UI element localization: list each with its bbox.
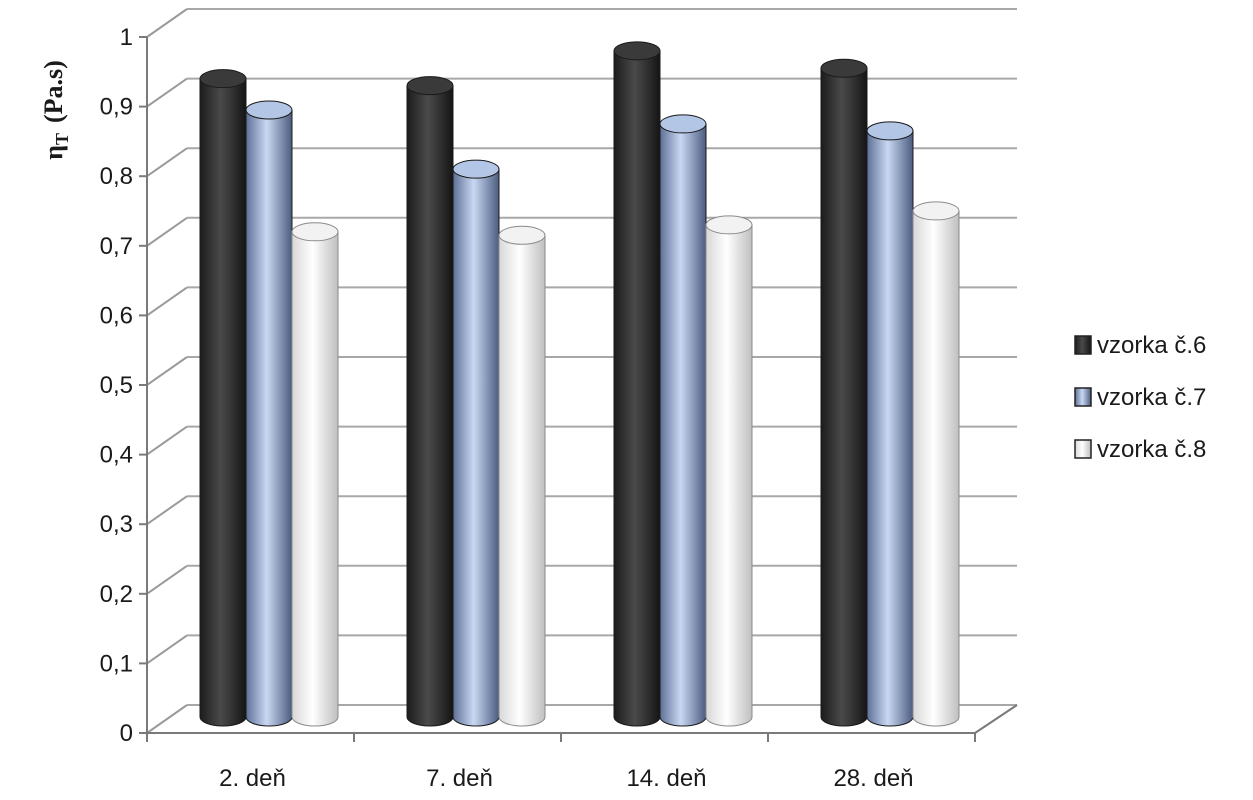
bar-cap bbox=[498, 225, 546, 245]
bar-cap bbox=[866, 121, 914, 141]
bar bbox=[705, 215, 753, 727]
bar bbox=[452, 159, 500, 727]
bar-body bbox=[866, 130, 914, 727]
bar bbox=[659, 114, 707, 727]
y-axis-label: ηT (Pa.s) bbox=[39, 60, 72, 160]
bar-body bbox=[613, 50, 661, 727]
bar-cap bbox=[820, 58, 868, 78]
bar-body bbox=[820, 67, 868, 727]
bar bbox=[613, 41, 661, 727]
legend-swatch bbox=[1074, 439, 1092, 459]
gridline-diagonal bbox=[146, 634, 188, 665]
bar-body bbox=[705, 224, 753, 727]
bar bbox=[820, 58, 868, 727]
y-tick-label: 0,8 bbox=[100, 163, 133, 190]
legend-swatch bbox=[1074, 335, 1092, 355]
labels: 0 0,1 0,2 0,3 0,4 0,5 0,6 0,7 0,8 0,9 1 2. deň 7. de… bbox=[100, 24, 914, 792]
bars bbox=[199, 41, 960, 727]
gridline-diagonal bbox=[146, 495, 188, 526]
y-tick-label: 0,7 bbox=[100, 233, 133, 260]
x-tick-label: 2. deň bbox=[219, 765, 286, 792]
bar bbox=[291, 222, 339, 727]
bar-cap bbox=[245, 100, 293, 120]
y-tick-label: 1 bbox=[120, 24, 133, 51]
bar-body bbox=[659, 123, 707, 727]
bar-cap bbox=[912, 201, 960, 221]
bar bbox=[912, 201, 960, 727]
y-tick-label: 0,3 bbox=[100, 511, 133, 538]
bar-body bbox=[291, 231, 339, 727]
gridline-diagonal bbox=[146, 8, 188, 38]
bar bbox=[199, 69, 247, 727]
bar-cap bbox=[199, 69, 247, 89]
gridline-diagonal bbox=[146, 216, 188, 247]
bar bbox=[406, 76, 454, 727]
bar-cap bbox=[705, 215, 753, 235]
bar-body bbox=[406, 85, 454, 727]
y-tick-label: 0,6 bbox=[100, 302, 133, 329]
y-axis-label-symbol: η bbox=[39, 145, 68, 160]
y-axis-label-unit: (Pa.s) bbox=[39, 60, 68, 123]
bar-body bbox=[498, 234, 546, 727]
bar-body bbox=[199, 78, 247, 727]
bar-body bbox=[912, 210, 960, 727]
gridline-diagonal bbox=[146, 425, 188, 456]
bar-cap bbox=[659, 114, 707, 134]
legend-label: vzorka č.7 bbox=[1097, 384, 1206, 411]
x-tick-label: 7. deň bbox=[426, 765, 493, 792]
bar bbox=[866, 121, 914, 727]
bar-cap bbox=[406, 76, 454, 96]
y-axis-label-subscript: T bbox=[52, 133, 72, 145]
legend-label: vzorka č.8 bbox=[1097, 436, 1206, 463]
bar-body bbox=[452, 168, 500, 727]
x-tick-label: 14. deň bbox=[626, 765, 706, 792]
gridline-diagonal bbox=[146, 704, 188, 734]
y-tick-label: 0,1 bbox=[100, 650, 133, 677]
bar-cap bbox=[291, 222, 339, 242]
bar-cap bbox=[452, 159, 500, 179]
y-tick-label: 0,2 bbox=[100, 581, 133, 608]
gridline-diagonal bbox=[146, 286, 188, 317]
y-tick-label: 0,9 bbox=[100, 94, 133, 121]
bar bbox=[245, 100, 293, 727]
bar-body bbox=[245, 109, 293, 727]
x-tick-label: 28. deň bbox=[833, 765, 913, 792]
gridline-diagonal bbox=[146, 77, 188, 108]
gridline-diagonal bbox=[146, 147, 188, 178]
gridline-diagonal bbox=[146, 564, 188, 595]
y-tick-label: 0,4 bbox=[100, 442, 133, 469]
axes bbox=[139, 36, 1018, 742]
bar bbox=[498, 225, 546, 727]
legend-swatch bbox=[1074, 387, 1092, 407]
legend: vzorka č.6 vzorka č.7 vzorka č.8 bbox=[1074, 332, 1206, 463]
bar-cap bbox=[613, 41, 661, 61]
y-tick-label: 0,5 bbox=[100, 372, 133, 399]
gridline-diagonal bbox=[146, 356, 188, 386]
y-tick-label: 0 bbox=[120, 720, 133, 747]
legend-label: vzorka č.6 bbox=[1097, 332, 1206, 359]
floor-edge bbox=[974, 704, 1018, 734]
